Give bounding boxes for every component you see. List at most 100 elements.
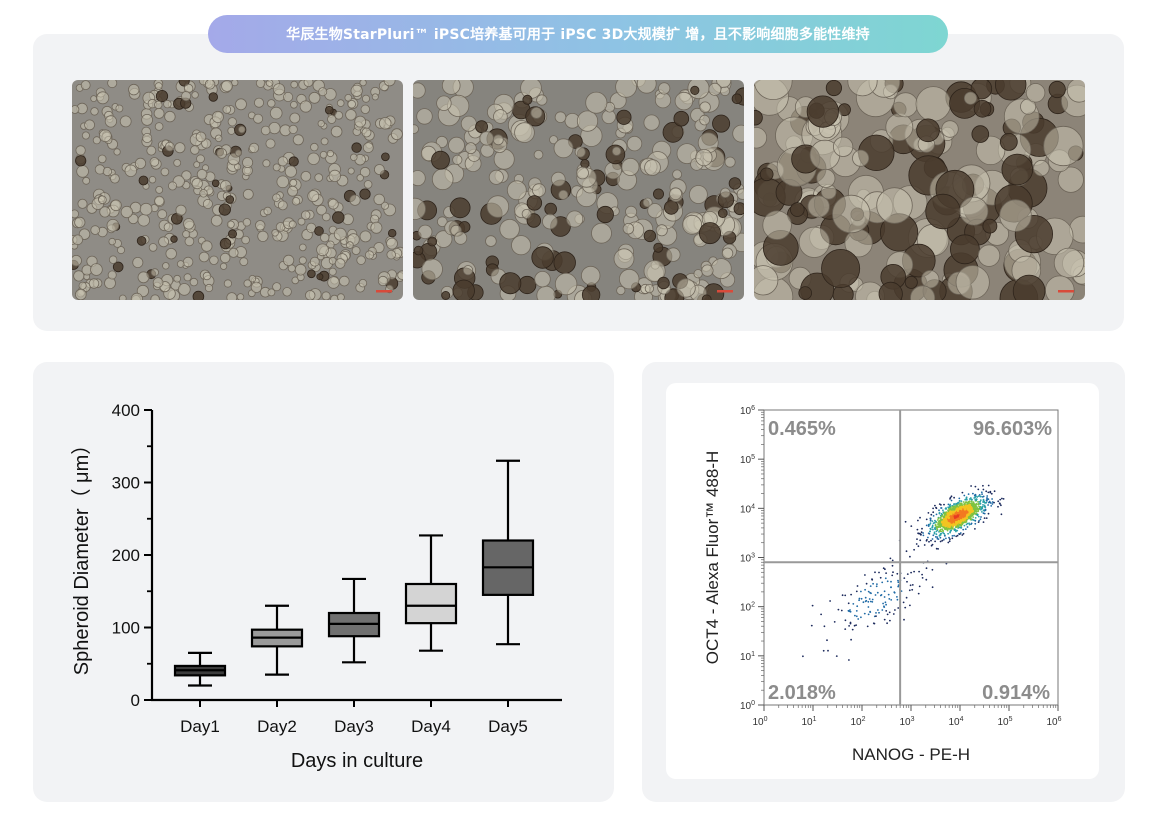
event-dot — [970, 510, 974, 514]
event-dot — [1001, 497, 1003, 500]
spheroid — [265, 138, 276, 149]
spheroid — [460, 115, 477, 132]
event-dot — [949, 510, 952, 513]
spheroid — [75, 288, 87, 300]
spheroid — [975, 135, 1006, 166]
spheroid — [666, 247, 681, 262]
event-dot — [970, 518, 973, 521]
spheroid — [876, 187, 913, 224]
event-dot — [935, 547, 938, 550]
event-dot — [960, 502, 963, 505]
event-dot — [863, 612, 866, 615]
spheroid — [327, 198, 339, 210]
spheroid — [655, 224, 668, 237]
spheroid — [182, 218, 195, 230]
event-dot — [869, 585, 872, 587]
spheroid — [427, 236, 438, 247]
event-dot — [931, 525, 934, 528]
event-dot — [856, 605, 859, 608]
event-dot — [967, 493, 970, 495]
spheroid — [531, 246, 554, 269]
event-dot — [906, 580, 908, 583]
spheroid — [107, 80, 118, 89]
spheroid — [110, 199, 122, 212]
spheroid — [618, 268, 640, 290]
spheroid — [82, 176, 91, 185]
event-dot — [956, 534, 959, 537]
event-dot — [961, 491, 964, 494]
event-dot — [909, 555, 911, 558]
event-dot — [889, 619, 891, 622]
event-dot — [981, 496, 984, 498]
spheroid — [736, 188, 744, 200]
spheroid — [202, 199, 213, 210]
event-dot — [951, 535, 954, 537]
event-dot — [960, 500, 963, 502]
event-dot — [925, 539, 928, 542]
spheroid — [647, 203, 663, 219]
event-dot — [949, 531, 951, 534]
spheroid — [289, 112, 301, 124]
event-dot — [919, 539, 922, 542]
event-dot — [883, 605, 885, 608]
event-dot — [972, 506, 976, 510]
event-dot — [997, 505, 999, 508]
event-dot — [922, 534, 925, 537]
plot-area — [763, 409, 1059, 706]
event-dot — [937, 525, 939, 527]
event-dot — [928, 523, 931, 526]
spheroid — [338, 275, 350, 287]
event-dot — [904, 520, 907, 523]
event-dot — [884, 568, 886, 571]
spheroid — [253, 113, 264, 124]
spheroid — [124, 164, 138, 178]
y-axis-title: OCT4 - Alexa Fluor™ 488-H — [703, 451, 722, 665]
event-dot — [949, 538, 951, 540]
spheroid — [316, 243, 329, 257]
event-dot — [896, 596, 898, 598]
event-dot — [942, 515, 946, 519]
spheroid — [699, 114, 710, 126]
event-dot — [909, 604, 911, 607]
spheroid — [356, 255, 366, 265]
event-dot — [985, 517, 988, 519]
spheroid — [816, 168, 836, 188]
event-dot — [935, 506, 937, 509]
event-dot — [945, 508, 948, 510]
spheroid — [108, 237, 116, 246]
event-dot — [917, 545, 920, 548]
event-dot — [891, 559, 894, 562]
event-dot — [950, 495, 953, 498]
event-dot — [956, 529, 959, 532]
event-dot — [973, 497, 976, 499]
event-dot — [882, 567, 885, 570]
spheroid — [276, 175, 290, 189]
event-dot — [833, 621, 836, 623]
spheroid — [642, 197, 653, 208]
event-dot — [878, 611, 880, 614]
spheroid — [248, 142, 260, 154]
spheroid — [175, 204, 187, 216]
spheroid — [754, 265, 779, 296]
event-dot — [977, 515, 980, 518]
event-dot — [955, 526, 958, 529]
event-dot — [937, 548, 939, 550]
spheroid — [260, 125, 271, 136]
event-dot — [911, 584, 914, 586]
spheroid — [612, 146, 622, 156]
event-dot — [892, 613, 895, 615]
spheroid — [290, 80, 299, 89]
event-dot — [955, 530, 957, 533]
spheroid — [542, 213, 558, 230]
spheroid — [305, 290, 316, 300]
event-dot — [864, 588, 866, 591]
spheroid — [526, 195, 543, 211]
spheroid — [288, 124, 298, 135]
spheroid — [388, 228, 397, 238]
event-dot — [932, 528, 934, 531]
spheroid — [262, 159, 271, 168]
spheroid — [371, 93, 379, 101]
spheroid — [98, 195, 107, 205]
spheroid — [959, 196, 989, 226]
event-dot — [964, 528, 967, 530]
